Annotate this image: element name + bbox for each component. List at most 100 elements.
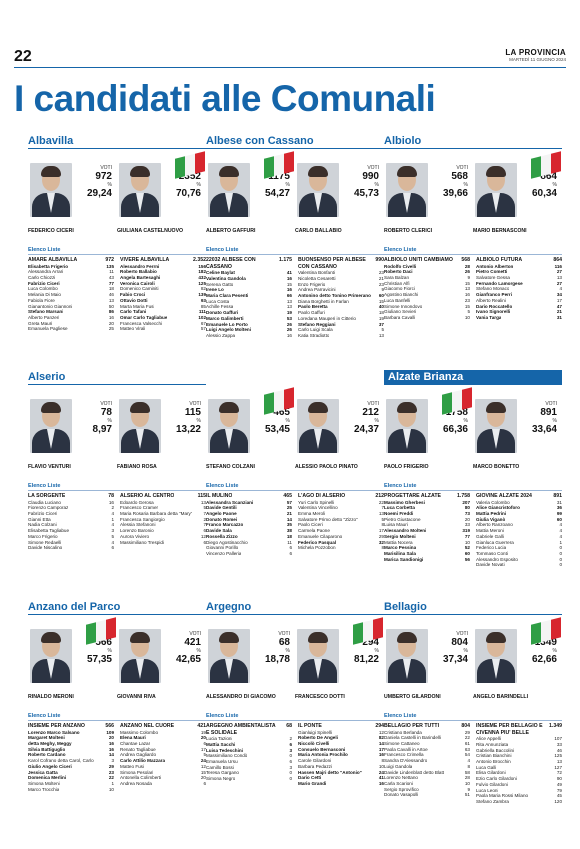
councillor-name: Gianluigi Spinelli xyxy=(298,729,332,735)
preference-votes: 33 xyxy=(464,522,470,528)
preference-votes: 82 xyxy=(378,735,384,741)
preference-votes: 16 xyxy=(378,780,384,786)
preference-votes: 10 xyxy=(378,763,384,769)
candidate-card: VOTI 568% 39,66 ROBERTO CLERICI xyxy=(384,157,473,247)
votes-count: 78 xyxy=(100,407,112,418)
candidate-card: VOTI 891% 33,64 MARCO BONETTO xyxy=(473,393,562,483)
councillor-name: Emanuele Cilaparono xyxy=(298,533,343,539)
preference-votes: 28 xyxy=(464,775,470,781)
list-total: 1.758 xyxy=(457,493,470,499)
preference-votes: 9 xyxy=(467,786,470,792)
list-name: ALBIOLO UNITI CAMBIAMO xyxy=(384,257,453,263)
councillor-name: Sergio Molteni xyxy=(384,533,416,539)
preference-votes: 7 xyxy=(203,511,206,516)
preference-votes: 16 xyxy=(108,746,114,752)
votes-percent: 57,35 xyxy=(86,654,112,665)
councillor-name: Federico Lucia xyxy=(476,545,507,551)
list-item: Carlo Chiozzi 43 xyxy=(28,275,114,281)
preference-votes: 51 xyxy=(464,792,470,798)
votes-percent: 53,45 xyxy=(264,424,290,435)
candidate-name: FRANCESCO DOTTI xyxy=(295,694,345,700)
preference-votes: 24 xyxy=(378,769,384,775)
candidate-name: FABIANO ROSA xyxy=(117,464,157,470)
councillor-name: Elisabetta Tagliabue xyxy=(28,528,70,534)
list-item: Alberto Ranzoano 4 xyxy=(476,522,562,528)
photo-shirt xyxy=(314,429,322,449)
preference-votes: 27 xyxy=(556,280,562,286)
councillor-name: Paola Cavalli in Artoe xyxy=(384,746,428,752)
preference-votes: 111 xyxy=(198,309,206,315)
councillor-name: Loredana Mauperi in Citterio xyxy=(298,315,356,321)
photo-hair xyxy=(219,166,239,177)
list-total: 294 xyxy=(375,723,384,729)
list-item: Roberto Daci 26 xyxy=(384,269,470,275)
preference-votes: 26 xyxy=(286,321,292,327)
preference-votes: 15 xyxy=(464,303,470,309)
list-item: Antonella Colimberti 20 xyxy=(120,775,206,781)
votes-label: VOTI xyxy=(456,165,468,171)
party-list: LA SORGENTE 78 Claudia Luciano 16 Fiorenzo C… xyxy=(28,493,114,551)
votes-label: VOTI xyxy=(545,401,557,407)
list-item: Cristiano Berlanda 29 xyxy=(384,730,470,736)
list-item: Renato Tagliabue 17 xyxy=(120,747,206,753)
lists-wrap: ALBIOLO UNITI CAMBIAMO 568 Rodolfo Civelli… xyxy=(384,257,562,321)
photo-shirt xyxy=(225,193,233,213)
preference-votes: 17 xyxy=(378,746,384,752)
preference-votes: 58 xyxy=(464,769,470,775)
flag-stripe xyxy=(551,151,561,174)
list-item: Franco Marcazzo 35 xyxy=(206,522,292,528)
list-header: AMARE ALBAVILLA 972 xyxy=(28,257,114,264)
list-item: Emanuele Lo Porto 26 xyxy=(206,322,292,328)
preference-votes: 16 xyxy=(378,752,384,758)
councillor-name: Giuliano Sevieri xyxy=(384,309,417,315)
preference-votes: 5 xyxy=(203,505,206,511)
votes-percent: 45,73 xyxy=(353,188,379,199)
list-item: Rossella Zizzo 18 xyxy=(206,534,292,540)
list-item: Gianfranco Perri 34 xyxy=(476,292,562,298)
votes-count: 1349 xyxy=(534,637,557,648)
list-item: Marco Galimberti 53 xyxy=(206,316,292,322)
lists-wrap: 22032 ALBESE CON CASSANO 1.175 Celine Bayl… xyxy=(206,257,384,339)
councillor-name: Melania Di Maio xyxy=(28,292,61,298)
list-item: Giulio Angelo Ciceri 29 xyxy=(28,764,114,770)
preference-votes: 0 xyxy=(289,753,292,759)
list-name: PROGETTARE ALZATE xyxy=(384,493,441,499)
list-item: Luigi Gandola 8 xyxy=(384,764,470,770)
list-item: Simona Negro 0 xyxy=(206,776,292,782)
councillor-name: Chantae Lazar xyxy=(120,741,151,746)
list-item: Mattia Meroni 4 xyxy=(476,528,562,534)
preference-votes: 16 xyxy=(108,314,114,320)
councillor-name: Roberto Daci xyxy=(384,269,413,275)
preference-votes: 16 xyxy=(286,275,292,281)
preference-votes: 13 xyxy=(556,759,562,764)
councillor-name: Nicoletta Cesaretti xyxy=(298,275,336,281)
list-item: Sergio Sprovifico 9 xyxy=(384,787,470,793)
preference-votes: 17 xyxy=(200,746,206,752)
votes-percent: 33,64 xyxy=(531,424,557,435)
list-item: Roberto Cardano 14 xyxy=(28,752,114,758)
lists-label: Elenco Liste xyxy=(28,247,206,255)
votes-label: VOTI xyxy=(456,631,468,637)
councillor-name: Cristiano Berlanda xyxy=(384,729,422,735)
lists-wrap: INSIEME PER ANZANO 566 Lorenzo Marco Salsa… xyxy=(28,723,206,792)
list-item: Barbara Pedazzi 10 xyxy=(298,764,384,770)
photo-hair xyxy=(219,632,239,643)
party-list: IL PONTE 294 Gianluigi Spinelli 12 Roberto D… xyxy=(298,723,384,787)
councillor-name: Luca Corbetta xyxy=(384,505,415,511)
preference-votes: 120 xyxy=(554,798,562,804)
candidate-card: VOTI 421% 42,65 GIOVANNI RIVA xyxy=(117,623,206,713)
preference-votes: 3 xyxy=(289,747,292,753)
list-item: Elisa Gilardoni 72 xyxy=(476,770,562,776)
flag-stripe xyxy=(284,387,294,410)
list-total: 78 xyxy=(108,493,114,499)
councillor-name: Barbara Pedazzi xyxy=(298,763,332,769)
councillor-name: Salvatore Gessa xyxy=(476,275,510,280)
list-item: Gabriele Galli 4 xyxy=(476,534,562,540)
preference-votes: 319 xyxy=(462,528,470,534)
lists-wrap: ARGEGNO AMBIENTALISTA E SOLIDALE 68 Lucia … xyxy=(206,723,384,787)
votes-count: 864 xyxy=(540,171,557,182)
party-list: INSIEME PER ANZANO 566 Lorenzo Marco Salsa… xyxy=(28,723,114,792)
list-header: 22032 ALBESE CON CASSANO 1.175 xyxy=(206,257,292,270)
preference-votes: 15 xyxy=(286,281,292,287)
